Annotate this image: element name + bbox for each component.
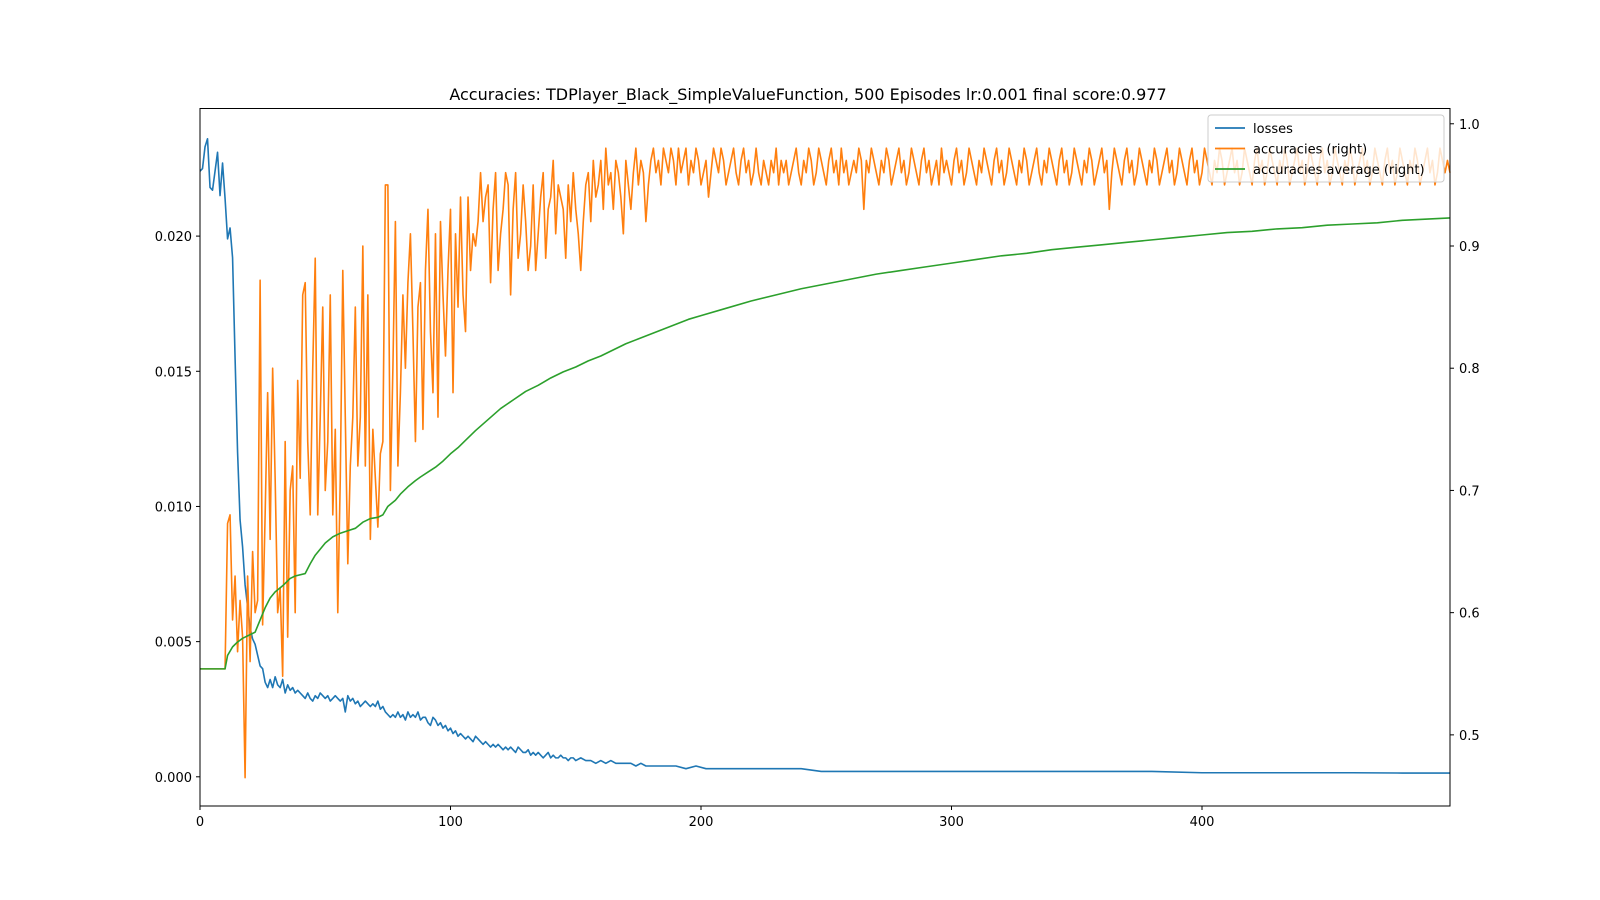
- x-tick-label: 200: [689, 815, 714, 830]
- y-tick-label: 0.010: [155, 500, 192, 515]
- legend-label-0: losses: [1253, 122, 1293, 137]
- plot-frame: [199, 108, 1451, 807]
- y-tick-label: 0.020: [155, 230, 192, 245]
- y2-tick-label: 0.6: [1459, 607, 1480, 622]
- legend: losses accuracies (right) accuracies avera…: [1207, 114, 1445, 183]
- legend-box: [1207, 114, 1445, 183]
- y2-tick-label: 0.7: [1459, 484, 1480, 499]
- x-tick-label: 0: [196, 815, 204, 830]
- y-axis-right: 0.5 0.6 0.7 0.8 0.9 1.0: [1450, 118, 1480, 744]
- y-axis-left: 0.000 0.005 0.010 0.015 0.020: [155, 230, 200, 786]
- y-tick-label: 0.005: [155, 636, 192, 651]
- series-line-0: [199, 137, 1450, 774]
- y-tick-label: 0.000: [155, 771, 192, 786]
- y2-tick-label: 0.9: [1459, 240, 1480, 255]
- y-tick-label: 0.015: [155, 365, 192, 380]
- series-line-2: [200, 217, 1451, 670]
- chart-title: Accuracies: TDPlayer_Black_SimpleValueFu…: [449, 85, 1166, 105]
- y2-tick-label: 1.0: [1459, 118, 1480, 133]
- x-tick-label: 400: [1190, 815, 1215, 830]
- y2-tick-label: 0.8: [1459, 362, 1480, 377]
- x-tick-label: 300: [939, 815, 964, 830]
- x-tick-label: 100: [438, 815, 463, 830]
- x-axis: 0 100 200 300 400: [196, 806, 1215, 830]
- y2-tick-label: 0.5: [1459, 729, 1480, 744]
- legend-label-1: accuracies (right): [1253, 143, 1367, 158]
- legend-label-2: accuracies average (right): [1253, 163, 1425, 178]
